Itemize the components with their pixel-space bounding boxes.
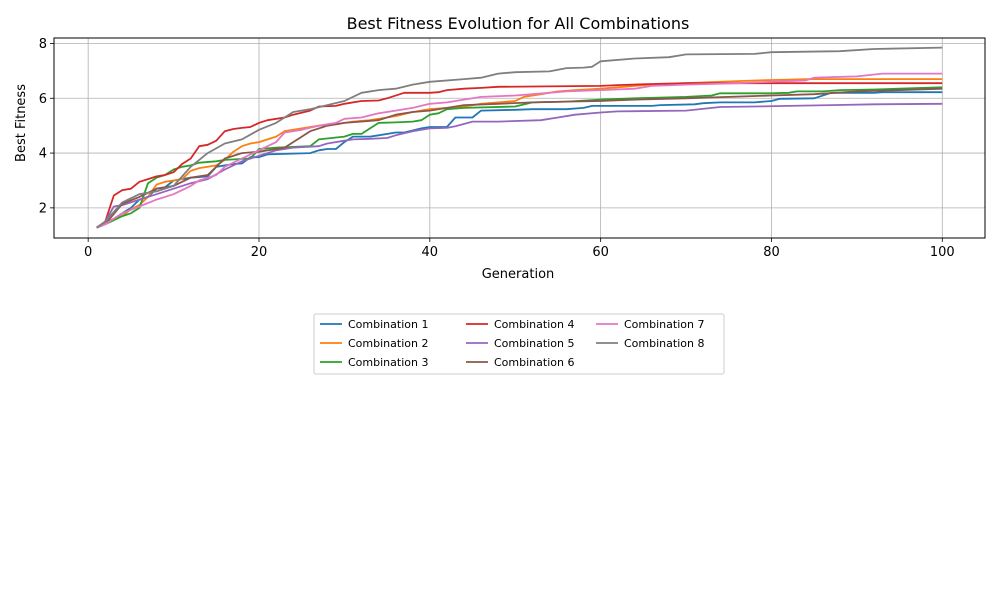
x-tick-label: 100 <box>930 245 955 260</box>
y-tick-label: 8 <box>39 37 47 52</box>
x-tick-label: 0 <box>84 245 92 260</box>
axis-ticks: 0 20 40 60 80 100 2 4 6 8 <box>39 37 955 260</box>
grid <box>54 38 985 238</box>
series-line-6 <box>96 87 943 229</box>
plot-frame <box>53 37 986 239</box>
legend: Combination 1 Combination 2 Combination 3 C… <box>313 313 725 375</box>
y-tick-label: 2 <box>39 201 47 216</box>
legend-label-5: Combination 5 <box>494 337 574 350</box>
x-tick-label: 20 <box>251 245 268 260</box>
x-tick-label: 80 <box>763 245 780 260</box>
series-lines <box>96 46 943 229</box>
x-tick-label: 40 <box>422 245 439 260</box>
y-tick-label: 4 <box>39 147 47 162</box>
y-tick-label: 6 <box>39 92 47 107</box>
series-line-8 <box>96 46 943 229</box>
legend-label-2: Combination 2 <box>348 337 428 350</box>
series-line-5 <box>96 102 943 229</box>
y-axis-label: Best Fitness <box>14 84 29 162</box>
legend-label-8: Combination 8 <box>624 337 704 350</box>
legend-label-4: Combination 4 <box>494 318 574 331</box>
legend-label-3: Combination 3 <box>348 356 428 369</box>
x-tick-label: 60 <box>592 245 609 260</box>
chart-title: Best Fitness Evolution for All Combinati… <box>347 14 690 33</box>
legend-label-1: Combination 1 <box>348 318 428 331</box>
series-line-3 <box>96 86 943 229</box>
x-axis-label: Generation <box>482 267 555 282</box>
series-line-7 <box>96 72 943 229</box>
legend-label-7: Combination 7 <box>624 318 704 331</box>
legend-frame <box>313 313 725 375</box>
legend-label-6: Combination 6 <box>494 356 574 369</box>
